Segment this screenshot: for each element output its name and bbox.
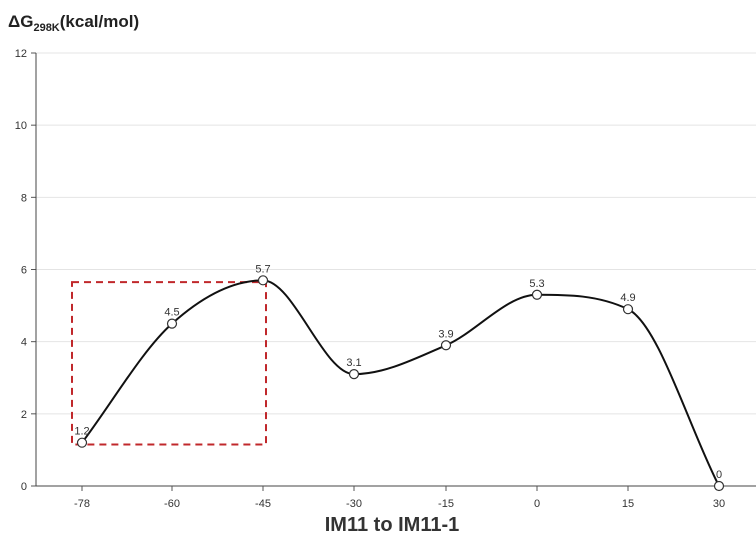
data-point — [440, 340, 452, 351]
data-point — [166, 318, 178, 329]
highlight-box — [71, 281, 267, 446]
data-point — [713, 480, 725, 492]
x-tick-label: -15 — [438, 498, 454, 510]
x-tick-label: -30 — [346, 498, 362, 510]
x-axis: -78 -60 -45 -30 -15 0 15 30 — [36, 485, 756, 510]
data-label: 5.3 — [529, 278, 544, 290]
data-point — [531, 289, 543, 300]
x-tick-label: -45 — [255, 498, 271, 510]
y-tick-label: 6 — [21, 265, 27, 277]
y-axis-label: ΔG298K(kcal/mol) — [8, 12, 139, 34]
data-point — [257, 275, 269, 286]
points-group — [76, 275, 725, 492]
y-tick-label: 8 — [21, 192, 27, 204]
x-axis-title: IM11 to IM11-1 — [325, 514, 460, 536]
x-tick-label: 0 — [534, 498, 540, 510]
data-label: 4.5 — [164, 307, 179, 319]
y-tick-label: 4 — [21, 337, 27, 349]
highlight-box-group — [71, 281, 267, 446]
x-tick-label: 15 — [622, 498, 634, 510]
data-labels-group: 1.2 4.5 5.7 3.1 3.9 5.3 4.9 0 — [74, 263, 722, 481]
data-label: 4.9 — [620, 292, 635, 304]
y-axis: 0 2 4 6 8 10 12 — [15, 48, 37, 493]
y-tick-label: 0 — [21, 481, 27, 493]
data-label: 1.2 — [74, 426, 89, 438]
x-tick-label: -60 — [164, 498, 180, 510]
y-axis-label-suffix: (kcal/mol) — [59, 12, 140, 31]
data-point — [622, 304, 634, 315]
data-label: 3.9 — [438, 328, 453, 340]
data-point — [348, 369, 360, 380]
x-tick-label: -78 — [74, 498, 90, 510]
gridlines — [36, 52, 756, 415]
data-label: 0 — [716, 469, 722, 481]
x-tick-label: 30 — [713, 498, 725, 510]
data-label: 5.7 — [255, 263, 270, 275]
y-tick-label: 12 — [15, 48, 27, 60]
data-point — [76, 437, 88, 448]
y-axis-label-subscript: 298K — [33, 22, 60, 34]
y-axis-label-prefix: ΔG — [8, 12, 34, 31]
data-label: 3.1 — [346, 357, 361, 369]
y-tick-label: 2 — [21, 409, 27, 421]
y-tick-label: 10 — [15, 120, 27, 132]
